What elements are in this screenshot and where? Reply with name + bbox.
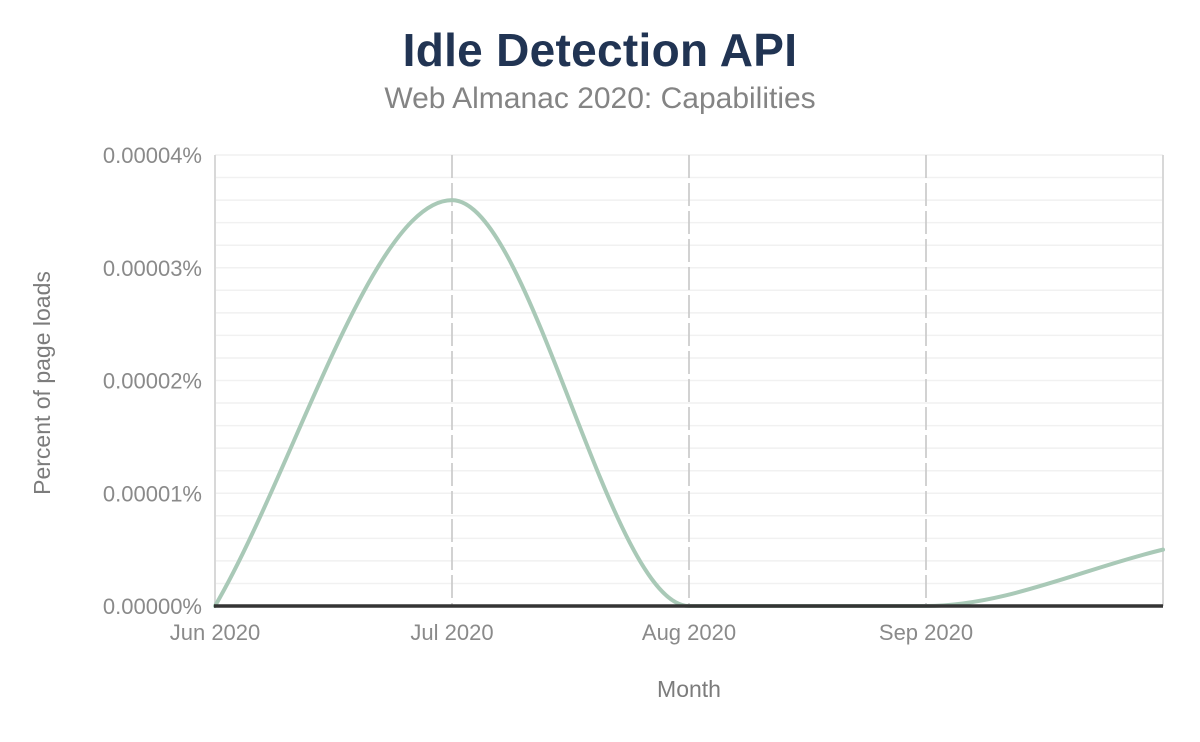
vertical-dashed-gridlines [451,155,927,606]
data-series [213,198,1165,608]
x-tick-label: Jun 2020 [170,620,261,645]
y-tick-label: 0.00001% [103,481,202,506]
y-tick-label: 0.00003% [103,256,202,281]
x-tick-label: Aug 2020 [642,620,736,645]
y-axis-tick-labels: 0.00000% 0.00001% 0.00002% 0.00003% 0.00004% [103,143,202,619]
series-line [213,198,1165,608]
x-tick-label: Jul 2020 [410,620,493,645]
x-tick-label: Sep 2020 [879,620,973,645]
x-axis-tick-labels: Jun 2020 Jul 2020 Aug 2020 Sep 2020 [170,620,973,645]
y-tick-label: 0.00004% [103,143,202,168]
y-axis-title: Percent of page loads [29,271,55,495]
chart-title: Idle Detection API [402,24,798,76]
y-tick-label: 0.00002% [103,369,202,394]
x-axis-title: Month [657,676,721,702]
chart-subtitle: Web Almanac 2020: Capabilities [384,82,816,115]
y-tick-label: 0.00000% [103,594,202,619]
plot-borders [214,155,1164,606]
